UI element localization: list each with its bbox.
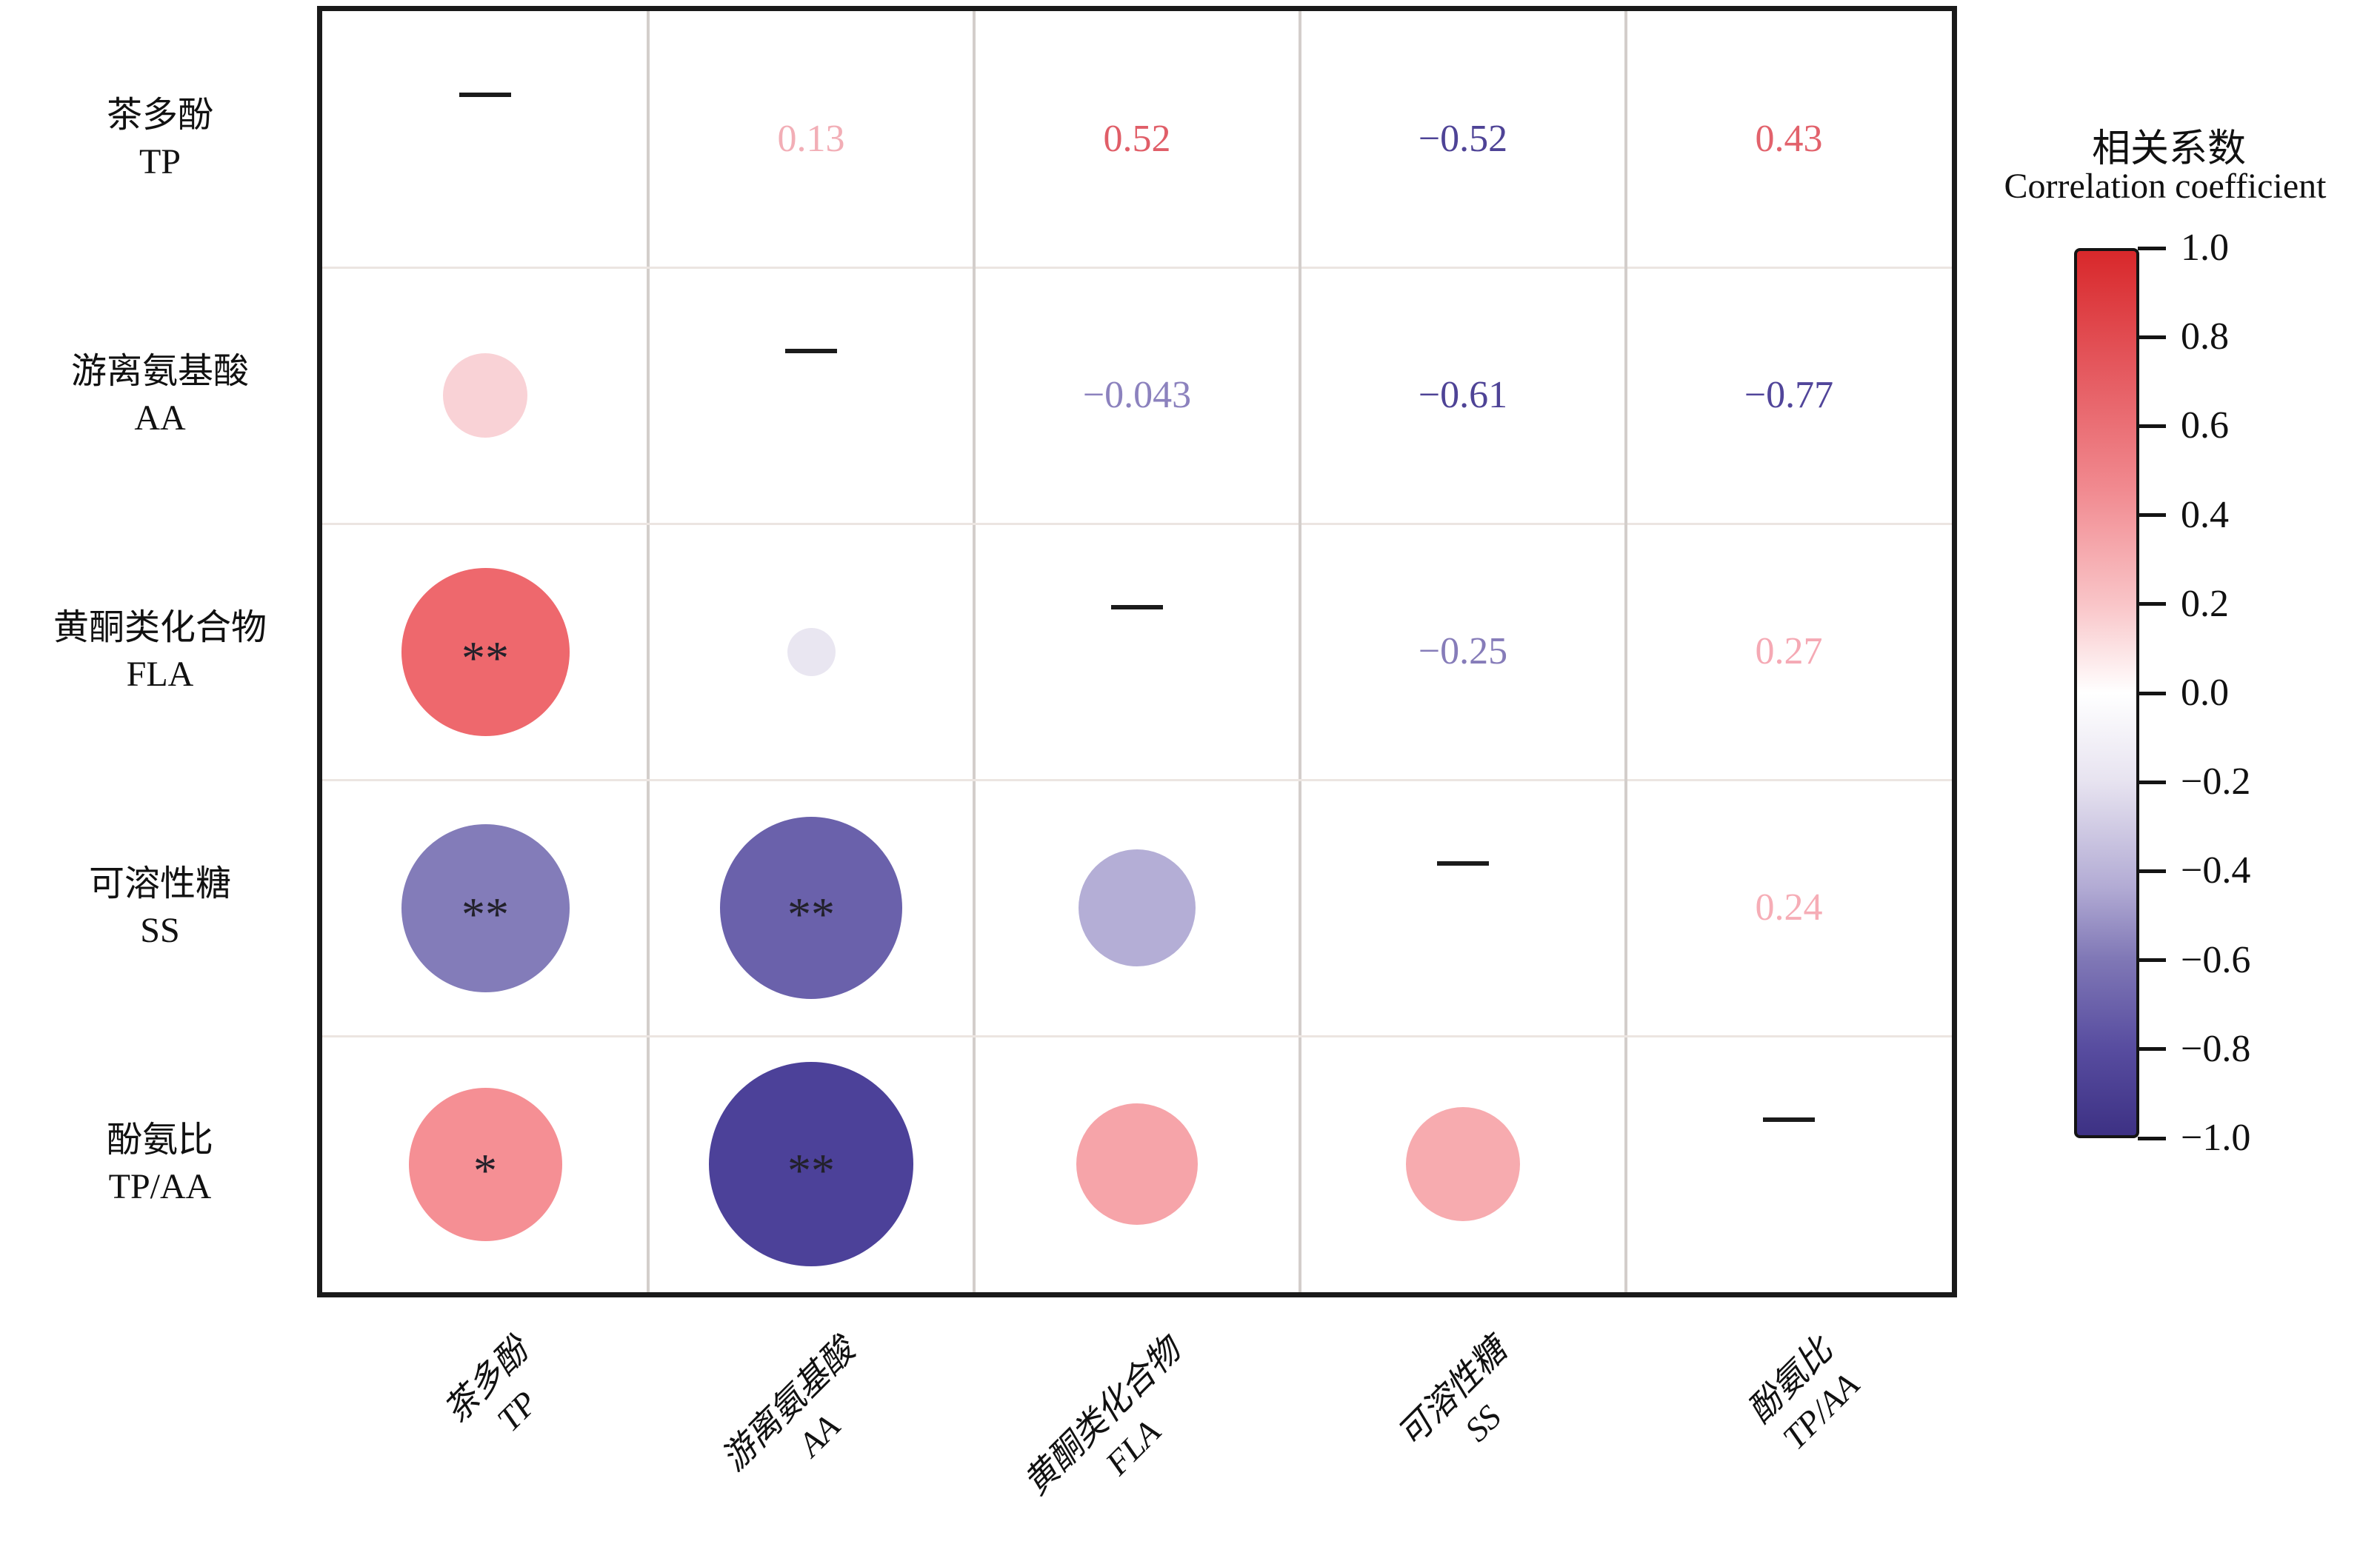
colorbar-tick [2138, 869, 2166, 873]
y-axis-label-abbr: AA [134, 398, 186, 438]
x-axis-label-FLA: 黄酮类化合物 FLA [1015, 1329, 1221, 1535]
y-axis-label-abbr: SS [140, 911, 180, 951]
matrix-cell-value: 0.24 [1755, 886, 1823, 929]
matrix-cell-value: −0.77 [1744, 374, 1834, 416]
matrix-cell-bubble [408, 1087, 562, 1241]
y-axis-label-TP-AA: 酚氨比 TP/AA [6, 1117, 314, 1211]
y-axis-label-zh: 可溶性糖 [88, 864, 231, 903]
colorbar-tick-label: 0.6 [2181, 404, 2229, 447]
colorbar-tick [2138, 246, 2166, 250]
colorbar-tick-label: −0.2 [2181, 761, 2251, 803]
significance-stars: ** [787, 887, 835, 940]
matrix-cell-value: 0.27 [1755, 630, 1823, 672]
y-axis-label-FLA: 黄酮类化合物 FLA [6, 604, 314, 698]
grid-line-vertical [647, 11, 650, 1292]
colorbar-tick-label: 1.0 [2181, 227, 2229, 269]
matrix-cell-bubble [1079, 849, 1196, 966]
matrix-cell-value: −0.52 [1418, 118, 1508, 160]
grid-line-vertical [1624, 11, 1627, 1292]
colorbar-tick-label: 0.4 [2181, 493, 2229, 536]
diagonal-dash [459, 93, 511, 97]
x-axis-label-AA: 游离氨基酸 AA [713, 1329, 895, 1511]
matrix-cell-bubble [720, 817, 902, 999]
matrix-cell-value: −0.25 [1418, 630, 1508, 672]
y-axis-label-abbr: TP/AA [108, 1167, 212, 1207]
diagonal-dash [1437, 861, 1489, 866]
y-axis-label-TP: 茶多酚 TP [6, 92, 314, 186]
legend-title-en: Correlation coefficient [2004, 167, 2327, 206]
colorbar-tick [2138, 335, 2166, 339]
y-axis-label-zh: 黄酮类化合物 [53, 608, 267, 647]
grid-line-vertical [1299, 11, 1301, 1292]
matrix-cell-value: 0.43 [1755, 118, 1823, 160]
matrix-cell-bubble [787, 627, 836, 676]
colorbar-tick [2138, 958, 2166, 963]
significance-stars: ** [461, 631, 509, 684]
colorbar-tick-label: −0.6 [2181, 938, 2251, 981]
matrix-cell-bubble [401, 567, 570, 736]
matrix-cell-bubble [709, 1062, 913, 1266]
colorbar-tick-label: −1.0 [2181, 1117, 2251, 1159]
colorbar-tick [2138, 513, 2166, 518]
matrix-cell-value: −0.043 [1082, 374, 1192, 416]
y-axis-label-abbr: TP [139, 142, 181, 182]
colorbar-gradient [2074, 248, 2139, 1138]
colorbar-tick-label: 0.8 [2181, 315, 2229, 358]
y-axis-label-zh: 酚氨比 [106, 1120, 213, 1160]
matrix-plot-border [317, 6, 1957, 1297]
colorbar-tick [2138, 691, 2166, 695]
colorbar-tick [2138, 424, 2166, 428]
x-axis-label-TP: 茶多酚 TP [435, 1329, 569, 1463]
y-axis-label-zh: 游离氨基酸 [70, 352, 249, 391]
y-axis-label-abbr: FLA [126, 655, 194, 695]
y-axis-label-SS: 可溶性糖 SS [6, 860, 314, 955]
matrix-cell-bubble [1406, 1107, 1520, 1221]
significance-stars: ** [787, 1143, 835, 1197]
x-axis-label-TP-AA: 酚氨比 TP/AA [1739, 1329, 1873, 1463]
matrix-cell-bubble [443, 353, 527, 438]
grid-line-horizontal [322, 1035, 1952, 1037]
colorbar-tick [2138, 602, 2166, 606]
colorbar-tick [2138, 1136, 2166, 1140]
matrix-cell-bubble [401, 823, 570, 992]
colorbar-tick-label: 0.0 [2181, 672, 2229, 714]
legend-title-zh: 相关系数 [2091, 128, 2246, 170]
diagonal-dash [1111, 605, 1163, 609]
matrix-cell-value: 0.13 [777, 118, 845, 160]
significance-stars: ** [461, 887, 509, 940]
grid-line-horizontal [322, 266, 1952, 269]
x-axis-label-SS: 可溶性糖 SS [1389, 1329, 1547, 1487]
diagonal-dash [785, 349, 837, 353]
grid-line-horizontal [322, 522, 1952, 525]
y-axis-label-zh: 茶多酚 [106, 96, 213, 135]
matrix-cell-value: −0.61 [1418, 374, 1508, 416]
y-axis-label-AA: 游离氨基酸 AA [6, 348, 314, 442]
colorbar-tick [2138, 780, 2166, 784]
colorbar-tick-label: −0.8 [2181, 1027, 2251, 1070]
colorbar-tick-label: −0.4 [2181, 849, 2251, 892]
matrix-cell-value: 0.52 [1103, 118, 1171, 160]
grid-line-horizontal [322, 778, 1952, 781]
diagonal-dash [1763, 1117, 1815, 1122]
colorbar-tick-label: 0.2 [2181, 582, 2229, 625]
grid-line-vertical [973, 11, 976, 1292]
significance-stars: * [473, 1143, 497, 1197]
matrix-cell-bubble [1076, 1103, 1198, 1225]
colorbar-tick [2138, 1047, 2166, 1052]
